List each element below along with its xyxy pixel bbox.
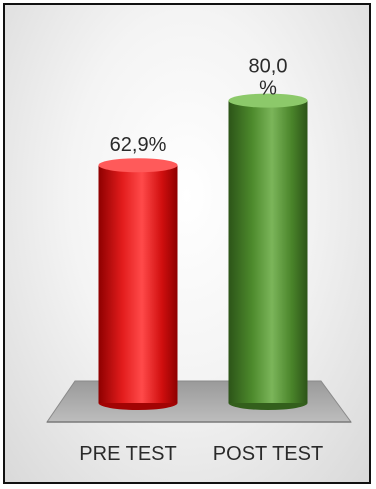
- bar-0: [98, 158, 178, 410]
- category-label: PRE TEST: [79, 443, 176, 465]
- bar-chart: 62,9% PRE TEST 80,0 % POST TEST: [46, 56, 352, 465]
- bar-body: [98, 165, 178, 403]
- chart-frame: 62,9% PRE TEST 80,0% POST TEST: [3, 3, 371, 484]
- category-label: POST TEST: [213, 443, 323, 465]
- bar-top: [98, 158, 178, 173]
- bar-body: [228, 100, 308, 403]
- bar-1: [228, 93, 308, 410]
- data-label: 80,0%: [249, 56, 288, 100]
- bar-top: [228, 93, 308, 108]
- data-label: 62,9%: [110, 134, 167, 156]
